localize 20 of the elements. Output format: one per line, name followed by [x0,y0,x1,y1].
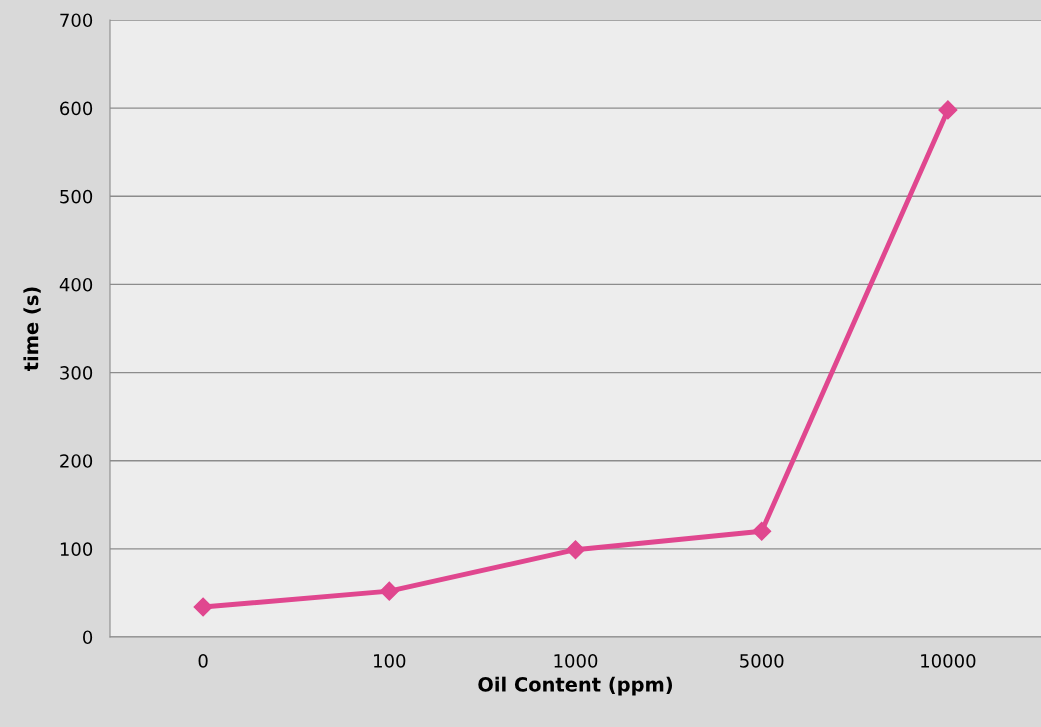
point [193,597,213,617]
point [938,100,958,120]
point [379,581,399,601]
x-tick-label: 0 [198,653,208,668]
y-tick-label: 300 [60,366,93,380]
y-tick-label: 0 [83,630,93,645]
x-tick-label: 1000 [554,653,598,668]
y-tick-label: 500 [60,189,93,204]
x-tick-label: 5000 [740,653,784,668]
x-tick-label: 100 [374,653,406,668]
point [752,521,772,541]
x-axis-title: Oil Content (ppm) [478,676,673,696]
y-tick-label: 400 [59,277,93,292]
point [565,540,586,560]
y-tick-label: 100 [60,542,93,556]
y-axis-title: time (s) [23,287,41,372]
y-tick-label: 200 [60,454,93,468]
x-tick-label: 10000 [921,653,976,668]
y-tick-label: 600 [60,101,93,116]
y-tick-label: 700 [60,13,93,28]
